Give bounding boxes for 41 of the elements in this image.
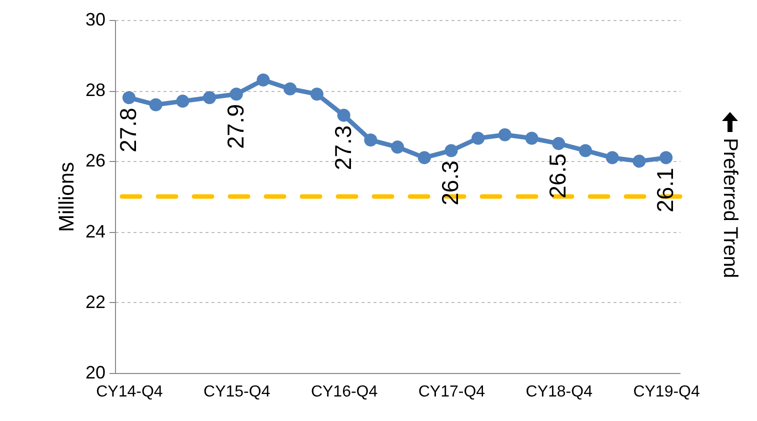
data-label: 26.5 [544,154,571,198]
point [418,151,431,164]
data-label: 27.3 [330,125,356,170]
y-axis-title: Millions [55,162,78,232]
data-label: 27.8 [114,108,141,152]
point [122,91,136,104]
point [284,82,297,96]
point [552,137,566,150]
x-tick-label: CY15-Q4 [204,384,270,400]
point [472,132,485,145]
y-tick-label: 30 [85,10,106,30]
point [498,128,512,142]
data-label: 26.1 [652,168,678,212]
x-tick-label: CY14-Q4 [96,384,163,400]
x-tick-label: CY19-Q4 [633,384,700,400]
x-tick-label: CY17-Q4 [418,384,486,400]
text: Preferred Trend [718,138,741,278]
point [256,74,270,87]
point [390,140,404,154]
y-tick-label: 24 [85,221,106,242]
point [606,151,619,164]
y-tick-label: 26 [85,150,106,171]
y-tick-label: 22 [85,292,106,312]
point [203,91,216,104]
point [444,144,458,158]
point [310,88,324,101]
point [149,98,162,112]
data-label: 26.3 [437,160,464,206]
point [632,154,646,168]
point [525,132,538,145]
data-label: 27.9 [222,104,248,149]
point [660,151,673,164]
x-tick-label: CY18-Q4 [526,384,593,400]
point [176,94,190,108]
point [364,134,378,147]
point [578,144,592,158]
point [230,88,243,101]
y-tick-label: 20 [85,362,106,382]
y-tick-label: 28 [85,80,106,100]
x-tick-label: CY16-Q4 [310,384,378,400]
point [337,108,350,122]
